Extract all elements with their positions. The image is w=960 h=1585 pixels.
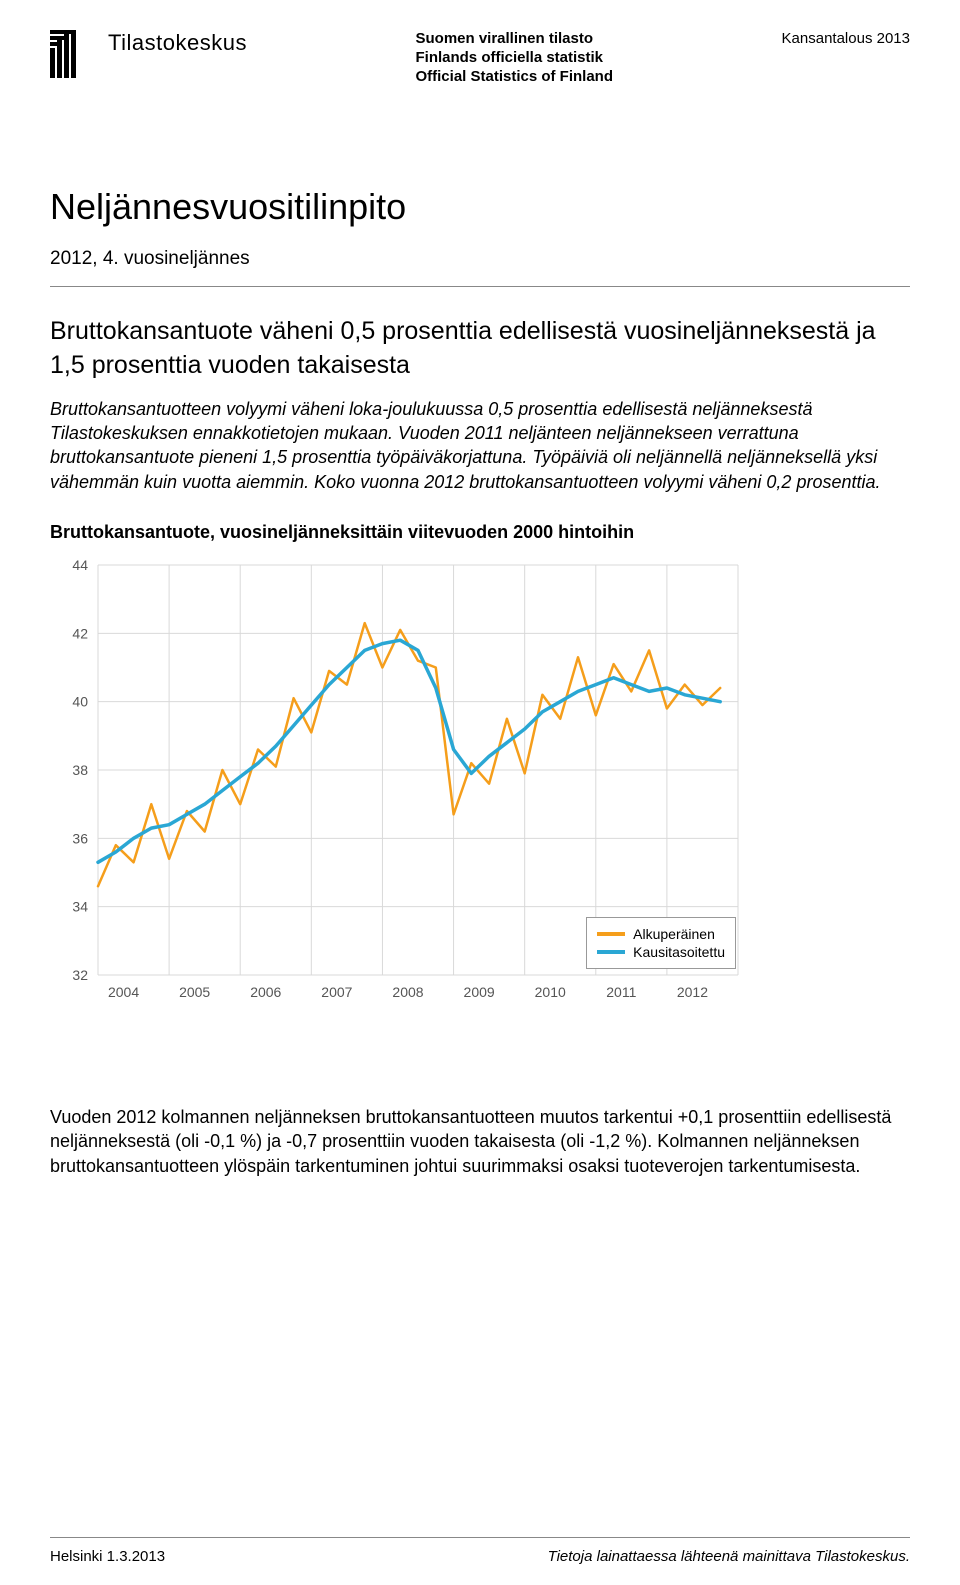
logo-block: Tilastokeskus [50, 30, 247, 78]
category-label: Kansantalous 2013 [782, 30, 910, 47]
svg-text:44: 44 [72, 557, 88, 573]
chart-title: Bruttokansantuote, vuosineljänneksittäin… [50, 522, 910, 543]
svg-text:2011: 2011 [606, 984, 636, 1000]
svg-text:2007: 2007 [321, 984, 352, 1000]
svg-text:32: 32 [72, 967, 88, 983]
footer: Helsinki 1.3.2013 Tietoja lainattaessa l… [50, 1537, 910, 1565]
official-line-sv: Finlands officiella statistik [415, 49, 613, 68]
svg-text:36: 36 [72, 830, 88, 846]
official-line-fi: Suomen virallinen tilasto [415, 30, 613, 49]
page-subtitle: 2012, 4. vuosineljännes [50, 248, 910, 270]
svg-text:34: 34 [72, 899, 88, 915]
footer-date: Helsinki 1.3.2013 [50, 1548, 165, 1565]
tilastokeskus-logo-icon [50, 30, 98, 78]
legend-swatch-seasonal [597, 950, 625, 954]
legend-row-seasonal: Kausitasoitettu [597, 944, 725, 960]
svg-text:2012: 2012 [677, 984, 708, 1000]
svg-text:2006: 2006 [250, 984, 281, 1000]
official-statistics-block: Suomen virallinen tilasto Finlands offic… [415, 30, 613, 86]
header: Tilastokeskus Suomen virallinen tilasto … [50, 30, 910, 86]
legend-label-seasonal: Kausitasoitettu [633, 944, 725, 960]
svg-text:2004: 2004 [108, 984, 139, 1000]
svg-text:2010: 2010 [535, 984, 566, 1000]
official-line-en: Official Statistics of Finland [415, 68, 613, 87]
closing-paragraph: Vuoden 2012 kolmannen neljänneksen brutt… [50, 1105, 910, 1178]
legend-row-original: Alkuperäinen [597, 926, 725, 942]
gdp-line-chart: 32 34 36 38 40 42 44 2004 2005 2006 2007 2008 2009 20… [50, 555, 750, 1015]
svg-text:2009: 2009 [464, 984, 495, 1000]
svg-text:40: 40 [72, 694, 88, 710]
chart-legend: Alkuperäinen Kausitasoitettu [586, 917, 736, 969]
legend-swatch-original [597, 932, 625, 936]
lead-heading: Bruttokansantuote väheni 0,5 prosenttia … [50, 315, 910, 383]
svg-text:38: 38 [72, 762, 88, 778]
svg-text:2005: 2005 [179, 984, 210, 1000]
page-title: Neljännesvuositilinpito [50, 186, 910, 228]
title-divider [50, 286, 910, 287]
legend-label-original: Alkuperäinen [633, 926, 715, 942]
svg-text:42: 42 [72, 625, 88, 641]
footer-attribution: Tietoja lainattaessa lähteenä mainittava… [548, 1548, 910, 1565]
svg-text:2008: 2008 [392, 984, 423, 1000]
lead-paragraph: Bruttokansantuotteen volyymi väheni loka… [50, 397, 910, 494]
logo-text: Tilastokeskus [108, 30, 247, 56]
